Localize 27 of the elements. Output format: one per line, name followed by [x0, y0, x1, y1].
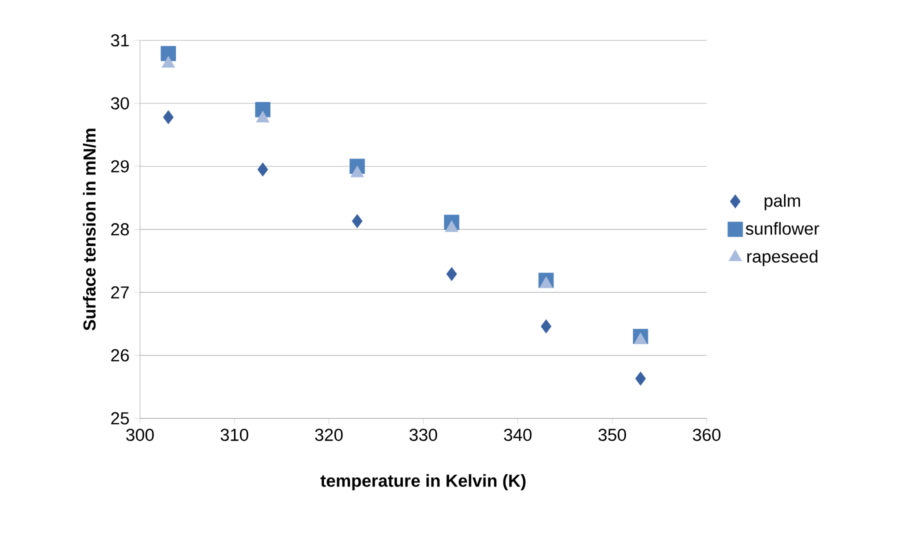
x-tick-label: 310	[220, 428, 248, 441]
x-tick-label: 330	[410, 428, 438, 441]
point	[160, 46, 176, 62]
y-tick-label: 31	[110, 34, 129, 46]
legend-label: palm	[764, 194, 800, 210]
y-tick-label: 29	[111, 160, 129, 172]
y-tick-label: 26	[111, 349, 129, 362]
point	[162, 56, 175, 68]
x-tick-label: 300	[126, 428, 154, 441]
legend-label: rapeseed	[747, 250, 818, 266]
point	[352, 214, 362, 228]
y-axis-title: Surface tension in mN/m	[82, 128, 96, 330]
legend-label: sunflower	[746, 222, 820, 235]
x-tick-label: 320	[315, 428, 343, 441]
point	[635, 372, 646, 386]
y-tick-label: 28	[111, 223, 129, 236]
point	[446, 267, 457, 281]
point	[258, 162, 268, 176]
point	[540, 319, 552, 334]
y-tick-label: 25	[111, 412, 129, 424]
y-tick-label: 27	[111, 286, 129, 298]
x-tick-label: 350	[598, 428, 626, 441]
x-tick-label: 360	[692, 428, 720, 441]
y-tick-label: 30	[110, 97, 129, 110]
x-axis-title: temperature in Kelvin (K)	[320, 474, 526, 490]
point	[163, 110, 174, 124]
x-tick-label: 340	[504, 428, 532, 441]
